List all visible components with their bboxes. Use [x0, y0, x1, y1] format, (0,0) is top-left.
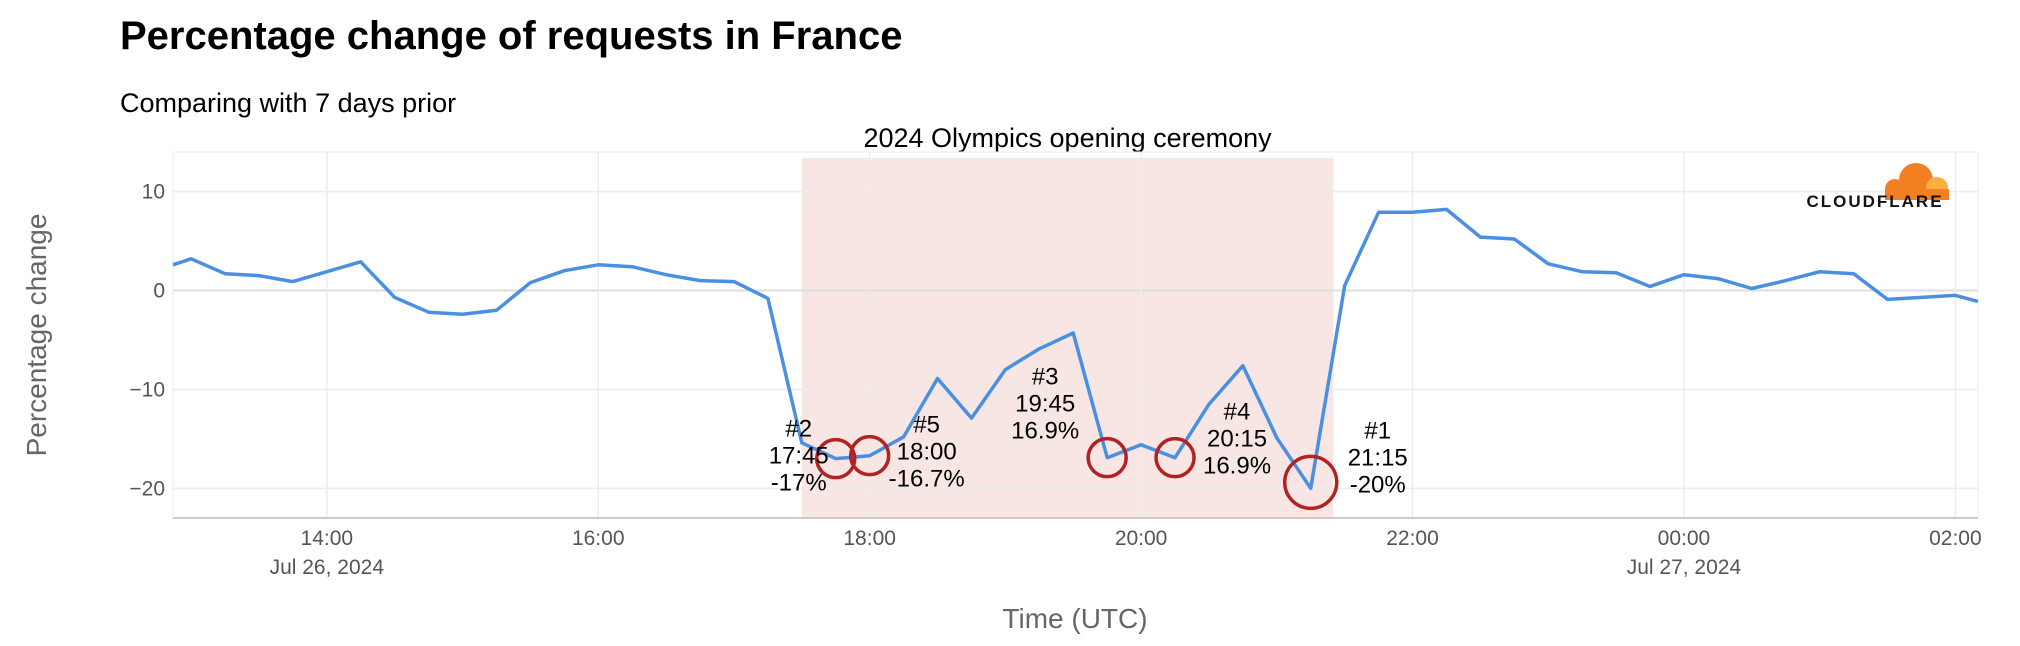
cloud-icon: [1885, 163, 1949, 200]
y-tick-label: 0: [153, 279, 165, 302]
x-tick-label: 20:00: [1115, 527, 1168, 550]
x-tick-label: 00:00: [1658, 527, 1711, 550]
annotation-label: 17:45: [769, 443, 829, 470]
y-tick-label: −10: [129, 378, 165, 401]
annotation-label: #2: [785, 416, 812, 443]
highlight-region-label: 2024 Olympics opening ceremony: [863, 123, 1272, 153]
annotation-label: 16.9%: [1011, 418, 1079, 445]
series-layer: [172, 207, 1979, 491]
x-tick-label: 16:00: [572, 527, 625, 550]
chart-title: Percentage change of requests in France: [120, 14, 903, 58]
x-tick-label: 02:00: [1929, 527, 1982, 550]
annotation-label: 20:15: [1207, 426, 1267, 453]
annotation-label: #3: [1032, 364, 1059, 391]
logo-text: CLOUDFLARE: [1806, 192, 1943, 211]
cloud-shape: [1885, 189, 1949, 200]
series-line: [172, 207, 1979, 491]
annotation-label: 19:45: [1015, 391, 1075, 418]
annotation-label: 18:00: [897, 439, 957, 466]
annotation-label: -20%: [1350, 471, 1406, 498]
cloud-shape: [1899, 163, 1933, 197]
cloudflare-logo: CLOUDFLARE: [1806, 163, 1949, 211]
x-tick-label: 22:00: [1386, 527, 1439, 550]
y-tick-label: 10: [142, 181, 165, 204]
x-tick-sublabel: Jul 26, 2024: [270, 556, 385, 579]
y-tick-label: −20: [129, 477, 165, 500]
annotation-label: -16.7%: [889, 466, 965, 493]
annotation-label: -17%: [771, 470, 827, 497]
x-tick-label: 14:00: [301, 527, 354, 550]
annotation-label: #5: [913, 412, 940, 439]
annotation-label: 16.9%: [1203, 453, 1271, 480]
annotation-circle: [814, 437, 857, 480]
annotation-label: 21:15: [1348, 444, 1408, 471]
highlight-region-layer: 2024 Olympics opening ceremony: [801, 123, 1334, 518]
annotation-label: #4: [1224, 399, 1251, 426]
x-tick-sublabel: Jul 27, 2024: [1627, 556, 1742, 579]
x-axis-title: Time (UTC): [1002, 603, 1147, 634]
annotation-circle: [848, 434, 891, 477]
annotation-label: #1: [1364, 417, 1391, 444]
chart-subtitle: Comparing with 7 days prior: [120, 88, 457, 118]
annotation-circle: [1154, 436, 1196, 479]
x-tick-label: 18:00: [843, 527, 896, 550]
annotation-circle: [1086, 436, 1128, 479]
highlight-region: [801, 158, 1334, 518]
grid-layer: [172, 151, 1979, 519]
y-axis-title: Percentage change: [21, 214, 52, 457]
axis-layer: 10 0 −10 −20 14:00 Jul 26, 2024 16:00 18:00 20:0…: [21, 181, 1982, 634]
annotation-layer: #121:15-20%#217:45-17%#319:4516.9%#420:1…: [769, 364, 1408, 511]
annotation-circle: [1282, 454, 1339, 511]
